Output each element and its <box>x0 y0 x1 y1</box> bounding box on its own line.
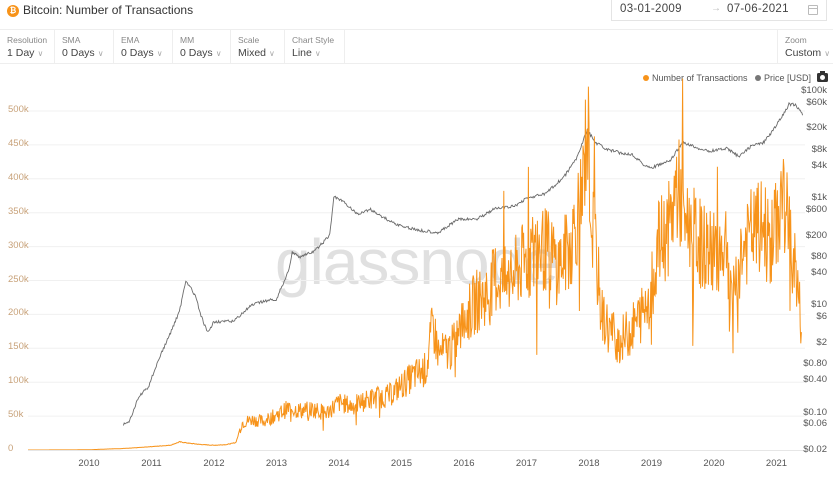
title-bar: ₿ Bitcoin: Number of Transactions 03-01-… <box>0 0 833 30</box>
ema-value: 0 Days <box>121 47 154 59</box>
x-tick: 2021 <box>765 458 788 469</box>
y-left-tick: 300k <box>8 239 29 251</box>
y-left-tick: 500k <box>8 104 29 115</box>
resolution-value: 1 Day <box>7 47 35 59</box>
y-right-tick: $10 <box>811 299 827 311</box>
y-left-tick: 150k <box>8 341 29 353</box>
chart-style-label: Chart Style <box>292 35 335 45</box>
x-tick: 2019 <box>640 458 663 469</box>
chevron-down-icon: ∨ <box>37 49 44 58</box>
mm-label: MM <box>180 35 195 45</box>
arrow-right-icon: → <box>711 3 721 14</box>
y-left-tick: 350k <box>8 205 29 217</box>
y-right-tick: $80 <box>811 250 827 262</box>
chevron-down-icon: ∨ <box>314 49 321 58</box>
y-right-tick: $0.80 <box>803 358 827 370</box>
y-left-tick: 450k <box>8 137 29 149</box>
resolution-label: Resolution <box>7 35 48 45</box>
chevron-down-icon: ∨ <box>269 49 275 58</box>
y-left-tick: 100k <box>8 375 29 387</box>
zoom-label: Zoom <box>785 35 807 45</box>
y-right-tick: $1k <box>811 192 827 204</box>
scale-label: Scale <box>238 35 260 45</box>
y-right-tick: $0.40 <box>803 374 827 386</box>
chart-style-dropdown[interactable]: Chart Style Line ∨ <box>285 30 345 64</box>
chevron-down-icon: ∨ <box>824 49 831 58</box>
x-tick: 2017 <box>515 458 538 469</box>
price-line <box>122 101 804 426</box>
x-tick: 2016 <box>453 458 475 469</box>
bitcoin-icon: ₿ <box>7 5 19 17</box>
chevron-down-icon: ∨ <box>97 49 104 58</box>
x-tick: 2018 <box>578 458 600 469</box>
x-tick: 2011 <box>141 458 162 469</box>
x-tick: 2013 <box>265 458 288 469</box>
y-right-tick: $0.10 <box>803 406 827 418</box>
grid-lines <box>28 110 805 417</box>
zoom-value: Custom <box>785 47 822 59</box>
zoom-dropdown[interactable]: Zoom Custom ∨ <box>777 30 833 64</box>
y-left-tick: 250k <box>8 273 29 285</box>
y-left-tick: 50k <box>8 409 24 421</box>
x-tick: 2015 <box>390 458 413 469</box>
y-right-tick: $20k <box>806 122 827 134</box>
y-right-tick: $600 <box>805 204 827 216</box>
date-end-input[interactable]: 07-06-2021 <box>727 3 789 15</box>
legend-label-transactions: Number of Transactions <box>652 73 748 83</box>
sma-label: SMA <box>62 35 81 45</box>
y-left-tick: 0 <box>8 443 14 454</box>
chevron-down-icon: ∨ <box>215 49 222 58</box>
x-tick: 2010 <box>78 458 100 469</box>
date-range-picker[interactable]: 03-01-2009 → 07-06-2021 <box>611 0 827 21</box>
y-right-tick: $0.02 <box>803 444 827 455</box>
x-tick: 2020 <box>703 458 725 469</box>
x-tick: 2012 <box>203 458 225 469</box>
x-tick: 2014 <box>328 458 350 469</box>
transactions-line <box>28 78 802 451</box>
sma-dropdown[interactable]: SMA 0 Days ∨ <box>55 30 114 64</box>
legend-item-price[interactable]: Price [USD] <box>755 73 811 83</box>
legend-item-transactions[interactable]: Number of Transactions <box>643 73 748 83</box>
chart-toolbar: Resolution 1 Day ∨ SMA 0 Days ∨ EMA 0 Days… <box>0 29 833 64</box>
y-right-tick: $4k <box>811 159 827 171</box>
orange-dot-icon <box>643 75 649 81</box>
y-right-tick: $100k <box>801 85 827 96</box>
mm-value: 0 Days <box>180 47 213 59</box>
y-right-tick: $200 <box>805 229 827 241</box>
gray-dot-icon <box>755 75 761 81</box>
scale-dropdown[interactable]: Scale Mixed ∨ <box>231 30 285 64</box>
chart-style-value: Line <box>292 47 312 59</box>
resolution-dropdown[interactable]: Resolution 1 Day ∨ <box>0 30 55 64</box>
sma-value: 0 Days <box>62 47 95 59</box>
y-right-tick: $0.06 <box>803 418 827 430</box>
chevron-down-icon: ∨ <box>156 49 163 58</box>
y-left-tick: 200k <box>8 307 29 319</box>
y-left-tick: 400k <box>8 171 29 183</box>
date-start-input[interactable]: 03-01-2009 <box>620 3 682 15</box>
page-title: Bitcoin: Number of Transactions <box>23 3 194 17</box>
calendar-icon[interactable] <box>808 5 818 15</box>
ema-dropdown[interactable]: EMA 0 Days ∨ <box>114 30 173 64</box>
y-right-tick: $60k <box>806 96 827 108</box>
ema-label: EMA <box>121 35 140 45</box>
y-right-tick: $2 <box>816 336 827 348</box>
y-right-tick: $6 <box>816 311 827 323</box>
mm-dropdown[interactable]: MM 0 Days ∨ <box>173 30 231 64</box>
scale-value: Mixed <box>238 47 267 59</box>
camera-icon[interactable] <box>817 71 828 82</box>
y-right-tick: $8k <box>811 143 827 155</box>
y-right-tick: $40 <box>811 267 827 279</box>
legend-label-price: Price [USD] <box>764 73 812 83</box>
